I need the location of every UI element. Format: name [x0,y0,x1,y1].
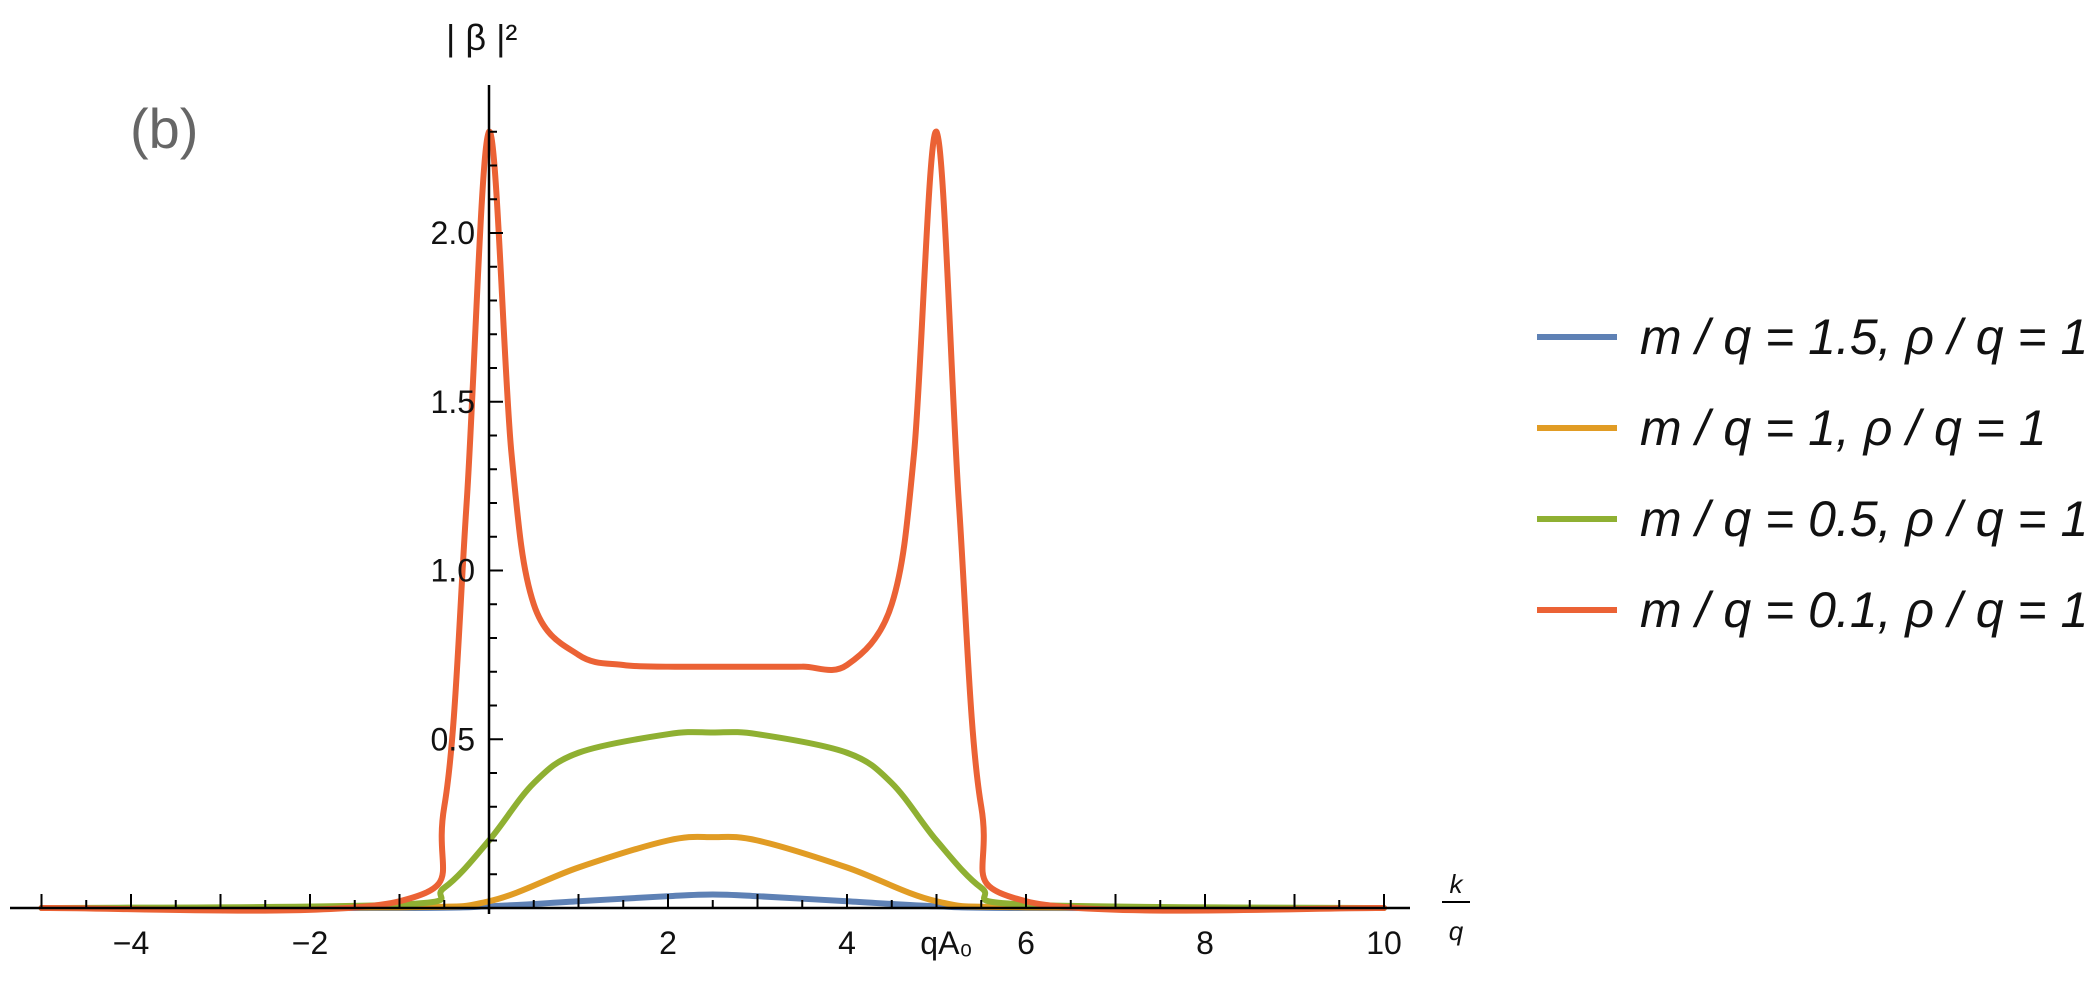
x-tick-label-qa0: qA₀ [920,925,972,961]
x-tick-label: 2 [659,925,677,961]
y-tick-label: 0.5 [431,721,475,757]
legend-label-1: m / q = 1.5, ρ / q = 1 [1640,309,2087,365]
x-tick-label: 8 [1196,925,1214,961]
legend: m / q = 1.5, ρ / q = 1 m / q = 1, ρ / q =… [1537,309,2087,638]
panel-label: (b) [130,97,198,160]
x-tick-label: −2 [292,925,328,961]
x-axis-label-numerator: k [1450,869,1465,899]
legend-label-4: m / q = 0.1, ρ / q = 1 [1640,582,2087,638]
plot-area [38,128,1387,914]
legend-label-2: m / q = 1, ρ / q = 1 [1640,400,2047,456]
x-tick-label: 6 [1017,925,1035,961]
y-tick-label: 1.5 [431,384,475,420]
ticks: −4 −2 2 4 6 8 10 qA₀ 0.5 1.0 1.5 2.0 [40,130,1402,961]
axes [10,85,1410,914]
legend-label-3: m / q = 0.5, ρ / q = 1 [1640,491,2087,547]
series-line-3 [38,729,1387,911]
y-axis-label: | β |² [446,17,517,58]
x-tick-label: 4 [838,925,856,961]
y-tick-label: 1.0 [431,553,475,589]
series-line-4 [38,128,1387,914]
x-tick-label: 10 [1366,925,1402,961]
x-tick-label: −4 [113,925,149,961]
x-axis-label-denominator: q [1449,916,1464,946]
y-tick-label: 2.0 [431,215,475,251]
